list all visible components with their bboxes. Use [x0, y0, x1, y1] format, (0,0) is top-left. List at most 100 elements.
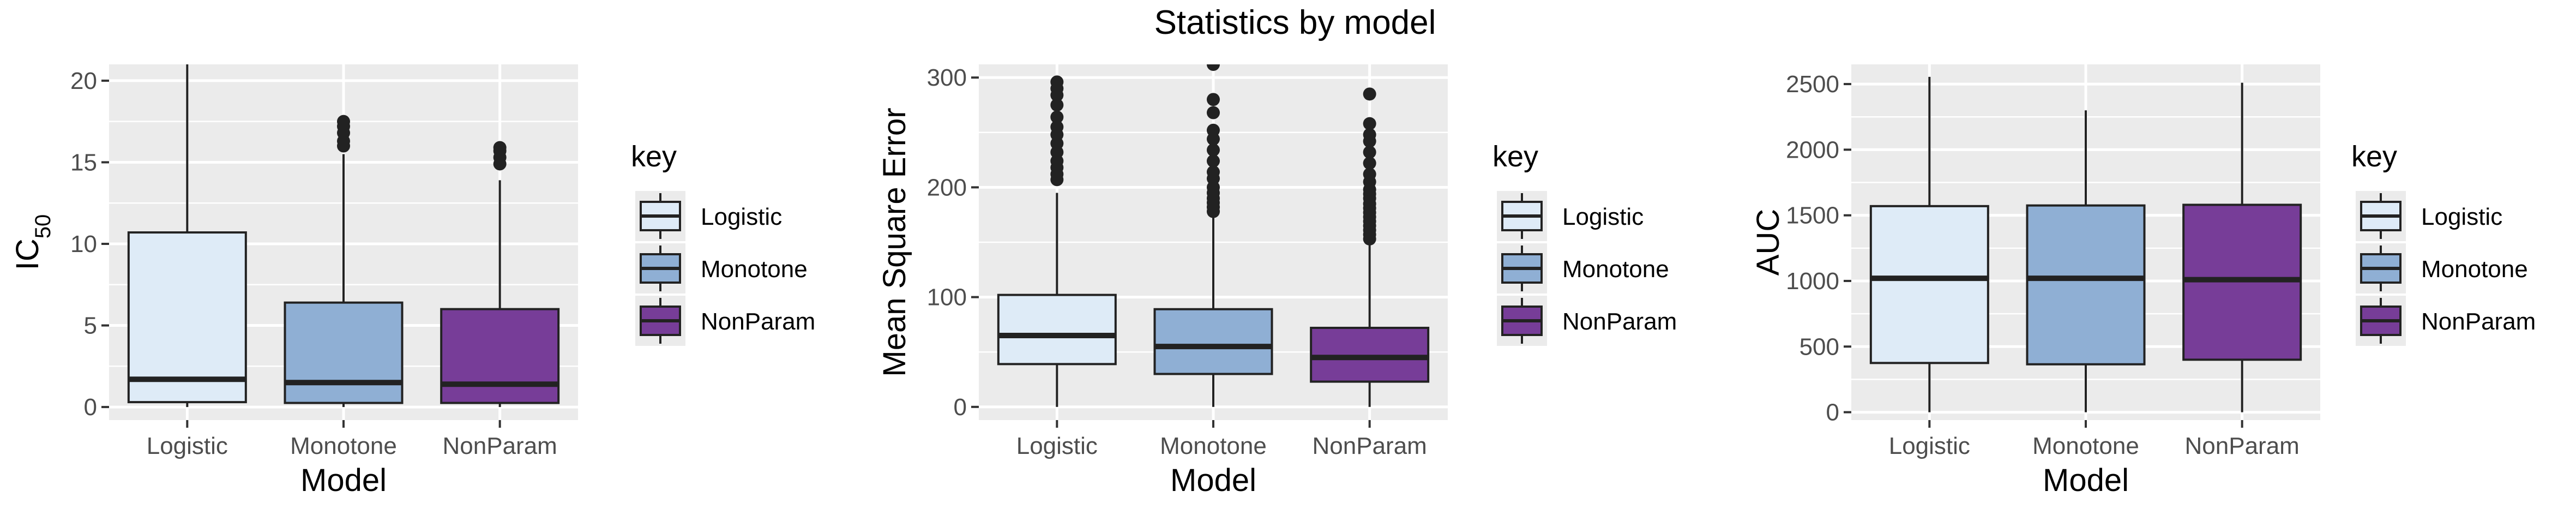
- legend-key-nonparam: NonParam: [1497, 296, 1677, 346]
- boxplot-layer: [1869, 76, 2302, 412]
- outlier-point: [1207, 165, 1220, 179]
- box-logistic: [1869, 76, 1989, 412]
- y-tick-label: 0: [954, 394, 967, 421]
- y-tick-label: 1000: [1786, 268, 1839, 295]
- y-tick-label: 100: [927, 284, 967, 311]
- outlier-point: [1363, 167, 1376, 181]
- legend-key-nonparam: NonParam: [635, 296, 815, 346]
- x-tick-label: Logistic: [1889, 433, 1970, 459]
- box-monotone: [1153, 64, 1273, 407]
- y-tick-label: 20: [70, 68, 97, 94]
- y-tick-label: 200: [927, 174, 967, 201]
- y-axis-label: AUC: [1750, 209, 1786, 276]
- outlier-point: [1363, 87, 1376, 101]
- outlier-point: [1050, 120, 1064, 134]
- chart-panel-1: 0 5 10 15 20 Logistic Monotone NonParam Model IC5…: [10, 64, 815, 498]
- legend-key-logistic: Logistic: [635, 191, 782, 241]
- y-tick-label: 1500: [1786, 202, 1839, 229]
- chart-panel-2: 0 100 200 300 Logistic Monotone NonParam Model M…: [877, 64, 1677, 498]
- x-axis-label: Model: [1170, 463, 1256, 498]
- x-tick-label: NonParam: [2185, 433, 2300, 459]
- x-tick-label: Monotone: [1160, 433, 1267, 459]
- outlier-point: [337, 115, 350, 128]
- box-monotone: [284, 115, 404, 408]
- outlier-point: [1207, 106, 1220, 119]
- legend-key-logistic: Logistic: [1497, 191, 1644, 241]
- legend-key-monotone: Monotone: [2356, 243, 2528, 294]
- legend-label: Logistic: [2421, 203, 2502, 230]
- outlier-point: [493, 141, 507, 154]
- outlier-point: [1050, 98, 1064, 112]
- legend-label: Logistic: [1562, 203, 1644, 230]
- boxplot-layer: [127, 64, 560, 408]
- box-body: [1153, 308, 1273, 375]
- legend-title: key: [631, 140, 677, 173]
- outlier-point: [1050, 110, 1064, 124]
- legend-key-monotone: Monotone: [1497, 243, 1669, 294]
- x-tick-label: Monotone: [290, 433, 397, 459]
- outlier-point: [1363, 117, 1376, 130]
- y-axis-label-main: IC: [10, 238, 45, 270]
- box-body: [997, 294, 1117, 366]
- outlier-point: [1050, 75, 1064, 89]
- legend-label: NonParam: [2421, 308, 2536, 335]
- y-axis-label: Mean Square Error: [877, 107, 912, 376]
- y-tick-label: 0: [84, 394, 97, 421]
- outlier-point: [1363, 145, 1376, 159]
- outlier-point: [1207, 143, 1220, 157]
- legend: key Logistic Monotone NonParam: [2351, 140, 2536, 346]
- y-axis-label: IC50: [10, 214, 55, 271]
- box-nonparam: [440, 141, 560, 408]
- legend-label: NonParam: [1562, 308, 1677, 335]
- x-tick-label: Monotone: [2032, 433, 2139, 459]
- outlier-point: [1363, 157, 1376, 170]
- outlier-point: [1207, 154, 1220, 168]
- outlier-point: [1207, 93, 1220, 106]
- box-monotone: [2026, 110, 2146, 412]
- x-tick-label: NonParam: [443, 433, 557, 459]
- box-body: [2026, 204, 2146, 366]
- y-tick-label: 0: [1826, 399, 1839, 426]
- legend: key Logistic Monotone NonParam: [631, 140, 815, 346]
- legend-title: key: [2351, 140, 2397, 173]
- y-tick-label: 500: [1799, 333, 1839, 360]
- legend-key-nonparam: NonParam: [2356, 296, 2536, 346]
- box-body: [284, 301, 404, 404]
- x-tick-label: Logistic: [147, 433, 228, 459]
- legend-title: key: [1492, 140, 1538, 173]
- x-axis-label: Model: [2043, 463, 2129, 498]
- legend-label: NonParam: [701, 308, 815, 335]
- legend-key-logistic: Logistic: [2356, 191, 2502, 241]
- outlier-point: [1207, 64, 1220, 71]
- outlier-point: [1207, 123, 1220, 137]
- chart-panel-3: 0 500 1000 1500 2000 2500 Logistic Monotone NonP…: [1750, 64, 2536, 498]
- outlier-point: [1363, 128, 1376, 141]
- y-tick-label: 5: [84, 313, 97, 339]
- legend-label: Monotone: [1562, 256, 1669, 283]
- box-body: [1310, 326, 1430, 383]
- box-logistic: [127, 64, 247, 408]
- legend: key Logistic Monotone NonParam: [1492, 140, 1677, 346]
- box-logistic: [997, 75, 1117, 407]
- x-tick-label: NonParam: [1313, 433, 1427, 459]
- x-axis-label: Model: [300, 463, 387, 498]
- y-axis-label-subscript: 50: [31, 214, 55, 239]
- y-tick-label: 2000: [1786, 136, 1839, 163]
- legend-label: Monotone: [701, 256, 808, 283]
- legend-label: Monotone: [2421, 256, 2528, 283]
- y-tick-label: 15: [70, 149, 97, 176]
- figure-title: Statistics by model: [1154, 4, 1436, 41]
- box-nonparam: [1310, 87, 1430, 407]
- box-body: [440, 308, 560, 404]
- x-tick-label: Logistic: [1016, 433, 1098, 459]
- box-body: [127, 231, 247, 404]
- y-tick-label: 2500: [1786, 71, 1839, 98]
- box-body: [1869, 205, 1989, 364]
- y-axis-label-main: Mean Square Error: [877, 107, 912, 376]
- box-nonparam: [2182, 82, 2302, 412]
- legend-label: Logistic: [701, 203, 782, 230]
- boxplot-layer: [997, 64, 1430, 407]
- y-axis-label-main: AUC: [1750, 209, 1786, 276]
